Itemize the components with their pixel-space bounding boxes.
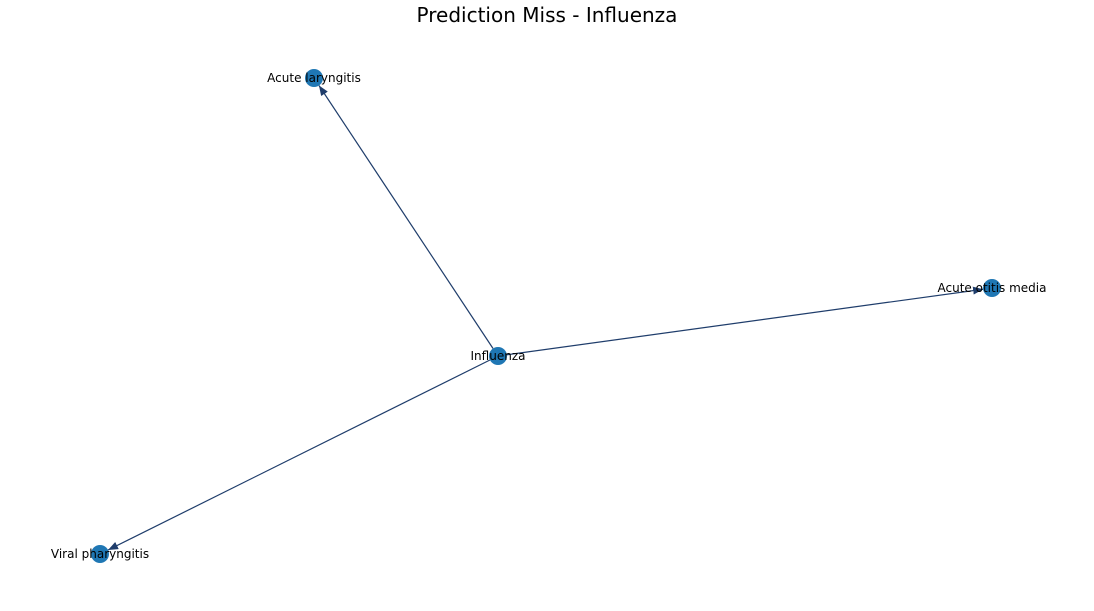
edges-layer	[107, 85, 984, 551]
node-label-acute_otitis_media: Acute otitis media	[938, 281, 1047, 295]
node-label-viral_pharyngitis: Viral pharyngitis	[51, 547, 149, 561]
node-acute_otitis_media[interactable]	[983, 279, 1001, 297]
diagram-title: Prediction Miss - Influenza	[417, 3, 678, 27]
nodes-layer	[91, 69, 1001, 563]
node-influenza[interactable]	[489, 347, 507, 365]
edge-influenza-to-acute_laryngitis	[318, 85, 494, 349]
labels-layer: Influenza Acute laryngitis Acute otitis me…	[51, 71, 1047, 561]
node-label-influenza: Influenza	[471, 349, 526, 363]
node-label-acute_laryngitis: Acute laryngitis	[267, 71, 361, 85]
edge-influenza-to-acute_otitis_media	[506, 286, 984, 356]
node-viral_pharyngitis[interactable]	[91, 545, 109, 563]
node-acute_laryngitis[interactable]	[305, 69, 323, 87]
edge-influenza-to-viral_pharyngitis	[107, 359, 491, 551]
